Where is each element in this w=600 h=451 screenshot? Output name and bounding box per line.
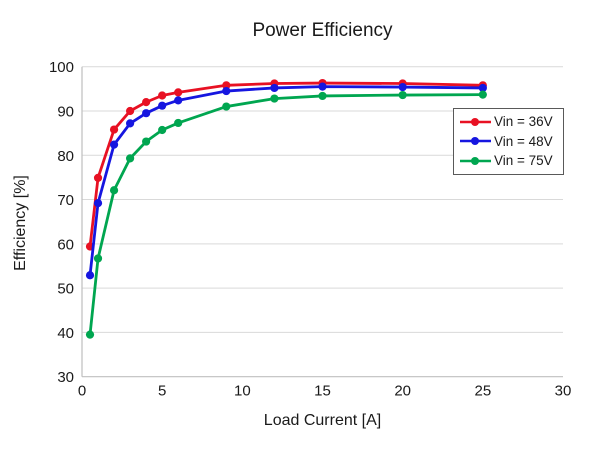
data-point-marker <box>142 137 151 146</box>
data-point-marker <box>126 106 135 116</box>
data-point-marker <box>174 88 183 97</box>
data-point-marker <box>318 82 327 91</box>
x-tick-label: 10 <box>234 383 251 400</box>
data-point-marker <box>126 119 135 128</box>
x-tick-label: 20 <box>394 383 411 400</box>
data-point-marker <box>174 96 183 105</box>
x-axis-label: Load Current [A] <box>263 412 382 429</box>
data-point-marker <box>85 271 95 280</box>
data-point-marker <box>109 140 119 149</box>
data-point-marker <box>222 86 231 96</box>
y-tick-label: 70 <box>57 192 74 209</box>
data-point-marker <box>93 199 103 208</box>
data-point-marker <box>318 91 327 101</box>
data-point-marker <box>158 125 167 135</box>
series-vin-75v <box>85 90 487 339</box>
legend-label: Vin = 36V <box>494 114 553 130</box>
legend-item-vin-75v: Vin = 75V <box>459 154 563 168</box>
data-point-marker <box>158 101 167 110</box>
data-point-marker <box>270 83 279 93</box>
data-point-marker <box>478 83 487 93</box>
legend-label: Vin = 75V <box>494 153 553 169</box>
data-point-marker <box>93 173 103 182</box>
series-line <box>88 93 485 337</box>
gridlines <box>82 66 563 333</box>
x-tick-label: 0 <box>78 383 86 400</box>
y-axis-label: Efficiency [%] <box>12 175 29 271</box>
data-point-marker <box>109 125 119 134</box>
y-tick-label: 90 <box>57 103 74 120</box>
data-point-marker <box>174 118 183 128</box>
data-point-marker <box>158 91 167 100</box>
legend-marker-icon <box>460 117 491 126</box>
data-point-marker <box>222 102 231 111</box>
x-tick-label: 15 <box>314 383 331 400</box>
series-vin-48v <box>85 82 487 280</box>
data-point-marker <box>398 82 407 92</box>
legend-marker-icon <box>460 137 491 146</box>
y-tick-label: 40 <box>57 325 74 342</box>
series-line <box>88 85 485 277</box>
legend-label: Vin = 48V <box>494 133 553 149</box>
legend-item-vin-48v: Vin = 48V <box>459 135 563 149</box>
x-tick-label: 30 <box>555 383 572 400</box>
y-tick-label: 60 <box>57 236 74 253</box>
data-point-marker <box>93 254 103 263</box>
y-tick-label: 50 <box>57 281 74 298</box>
y-tick-label: 100 <box>49 59 74 76</box>
legend-item-vin-36v: Vin = 36V <box>459 115 563 129</box>
series-vin-36v <box>85 78 487 251</box>
legend: Vin = 36V Vin = 48V Vin = 75V <box>453 108 564 175</box>
x-tick-label: 25 <box>474 383 491 400</box>
x-tick-labels: 0 5 10 15 20 25 30 <box>78 383 572 400</box>
chart-title: Power Efficiency <box>252 20 393 41</box>
data-point-marker <box>222 81 231 90</box>
data-point-marker <box>270 94 279 103</box>
data-point-marker <box>478 90 487 99</box>
data-point-marker <box>142 98 151 107</box>
y-tick-label: 80 <box>57 148 74 165</box>
x-tick-label: 5 <box>158 383 166 400</box>
data-point-marker <box>85 330 95 339</box>
data-point-marker <box>126 154 135 163</box>
legend-marker-icon <box>460 157 491 166</box>
y-tick-label: 30 <box>57 369 74 386</box>
data-point-marker <box>398 90 407 100</box>
data-point-marker <box>142 109 151 118</box>
y-tick-labels: 30 40 50 60 70 80 90 100 <box>49 59 74 386</box>
data-point-marker <box>109 186 119 195</box>
series-line <box>88 81 485 248</box>
